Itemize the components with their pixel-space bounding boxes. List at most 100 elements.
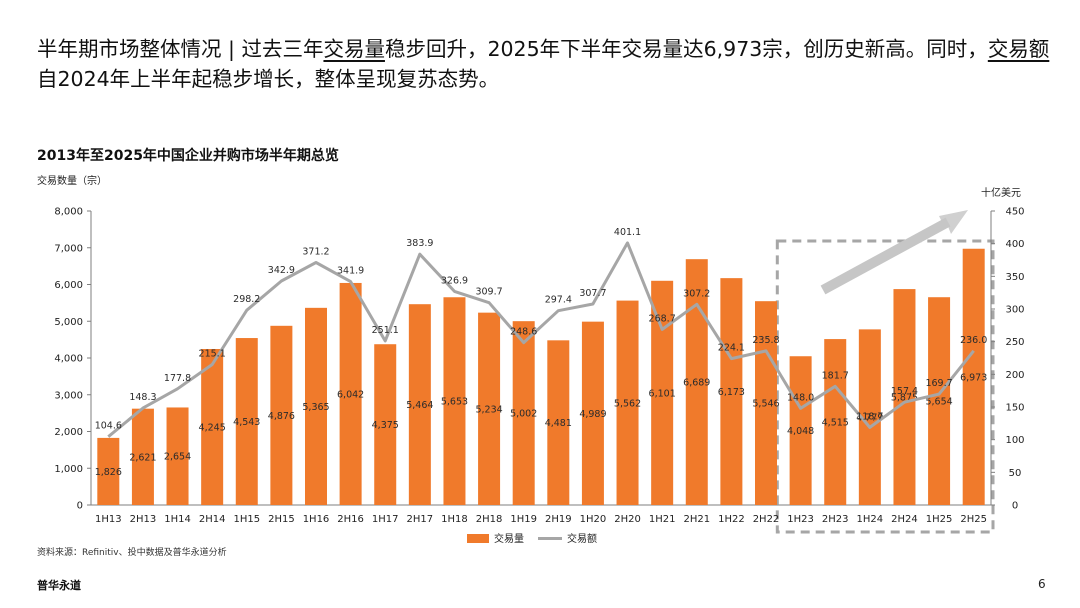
bar-value-label: 6,042 (337, 389, 364, 400)
left-tick-label: 2,000 (54, 427, 83, 438)
bar-value-label: 4,543 (233, 417, 260, 428)
x-tick-label: 1H17 (372, 514, 399, 525)
x-tick-label: 1H23 (787, 514, 814, 525)
bar-value-label: 4,375 (372, 420, 399, 431)
bar-1H23 (789, 356, 812, 505)
bar-value-label: 4,245 (199, 422, 226, 433)
trend-arrow-shaft (820, 217, 951, 295)
bar-1H25 (928, 297, 951, 505)
line-value-label: 169.7 (925, 378, 952, 389)
headline-text-3: 自2024年上半年起稳步增长，整体呈现复苏态势。 (37, 67, 500, 91)
bar-2H15 (270, 325, 293, 505)
left-tick-label: 3,000 (54, 390, 83, 401)
bar-2H14 (201, 348, 224, 505)
x-tick-label: 2H21 (683, 514, 710, 525)
bar-2H16 (339, 282, 362, 505)
bar-value-label: 5,875 (891, 393, 918, 404)
line-value-label: 401.1 (614, 227, 641, 238)
bar-2H19 (547, 340, 570, 505)
line-value-label: 148.0 (787, 392, 814, 403)
bar-value-label: 5,546 (752, 399, 779, 410)
line-value-label: 104.6 (95, 421, 122, 432)
left-tick-label: 5,000 (54, 317, 83, 328)
left-tick-label: 4,000 (54, 354, 83, 365)
x-tick-label: 2H20 (614, 514, 641, 525)
line-value-label: 251.1 (372, 325, 399, 336)
line-value-label: 181.7 (822, 370, 849, 381)
line-value-label: 307.2 (683, 288, 710, 299)
bar-2H25 (962, 248, 985, 505)
right-tick-label: 350 (1005, 272, 1024, 283)
line-value-label: 341.9 (337, 266, 364, 277)
line-value-label: 268.7 (649, 313, 676, 324)
page-number: 6 (1038, 577, 1046, 591)
right-axis-label: 十亿美元 (981, 188, 1021, 199)
x-tick-label: 2H18 (476, 514, 503, 525)
bar-value-label: 4,048 (787, 426, 814, 437)
line-value-label: 177.8 (164, 373, 191, 384)
line-value-label: 248.6 (510, 327, 537, 338)
left-tick-label: 0 (77, 501, 83, 512)
x-tick-label: 2H15 (268, 514, 295, 525)
source-note: 资料来源：Refinitiv、投中数据及普华永道分析 (37, 548, 227, 558)
x-tick-label: 1H25 (926, 514, 953, 525)
line-value-label: 224.1 (718, 343, 745, 354)
bar-1H20 (581, 321, 604, 505)
x-tick-label: 2H16 (337, 514, 364, 525)
left-axis-label: 交易数量（宗） (37, 176, 107, 187)
line-value-label: 342.9 (268, 265, 295, 276)
bar-value-label: 6,173 (718, 387, 745, 398)
bar-value-label: 5,365 (302, 402, 329, 413)
left-tick-label: 1,000 (54, 464, 83, 475)
right-tick-label: 50 (1009, 468, 1022, 479)
bar-value-label: 1,826 (95, 467, 122, 478)
right-tick-label: 400 (1005, 239, 1024, 250)
bar-value-label: 5,002 (510, 409, 537, 420)
line-value-label: 383.9 (406, 238, 433, 249)
right-tick-label: 250 (1005, 337, 1024, 348)
bar-2H17 (408, 304, 431, 505)
bar-value-label: 4,876 (268, 411, 295, 422)
bar-1H16 (305, 307, 327, 505)
headline-emphasis-volume: 交易量 (323, 37, 385, 61)
bar-1H19 (512, 321, 535, 505)
bar-2H21 (685, 259, 708, 505)
bar-value-label: 5,234 (475, 404, 502, 415)
bar-value-label: 4,989 (579, 409, 606, 420)
right-tick-label: 300 (1005, 305, 1024, 316)
x-tick-label: 2H22 (753, 514, 780, 525)
bar-value-label: 4,515 (822, 418, 849, 429)
x-tick-label: 1H22 (718, 514, 745, 525)
x-tick-label: 1H16 (303, 514, 330, 525)
x-tick-label: 1H20 (580, 514, 607, 525)
bar-1H22 (720, 278, 743, 505)
left-tick-label: 8,000 (54, 207, 83, 218)
bar-value-label: 6,973 (960, 372, 987, 383)
chart-title: 2013年至2025年中国企业并购市场半年期总览 (37, 148, 339, 164)
headline-text-2: 稳步回升，2025年下半年交易量达6,973宗，创历史新高。同时， (384, 37, 988, 61)
x-tick-label: 1H14 (164, 514, 191, 525)
headline: 半年期市场整体情况 | 过去三年交易量稳步回升，2025年下半年交易量达6,97… (37, 34, 1057, 94)
x-tick-label: 1H13 (95, 514, 122, 525)
bar-value-label: 4,481 (545, 418, 572, 429)
bar-value-label: 6,689 (683, 378, 710, 389)
bar-1H18 (443, 297, 466, 505)
bar-2H23 (824, 339, 847, 505)
bar-value-label: 5,654 (925, 397, 952, 408)
right-tick-label: 450 (1005, 207, 1024, 218)
headline-emphasis-value: 交易额 (987, 37, 1050, 61)
x-tick-label: 1H19 (510, 514, 537, 525)
x-tick-label: 2H14 (199, 514, 226, 525)
line-value-label: 157.4 (891, 386, 918, 397)
bar-value-label: 4,779 (856, 413, 883, 424)
x-tick-label: 2H13 (130, 514, 157, 525)
legend-value: 交易额 (567, 532, 597, 545)
bar-value-label: 5,653 (441, 397, 468, 408)
line-value-label: 235.8 (752, 335, 779, 346)
line-value-label: 148.3 (129, 392, 156, 403)
highlight-box (775, 239, 995, 534)
bar-1H21 (651, 280, 674, 505)
bar-1H13 (97, 437, 120, 505)
bar-2H13 (131, 408, 154, 505)
